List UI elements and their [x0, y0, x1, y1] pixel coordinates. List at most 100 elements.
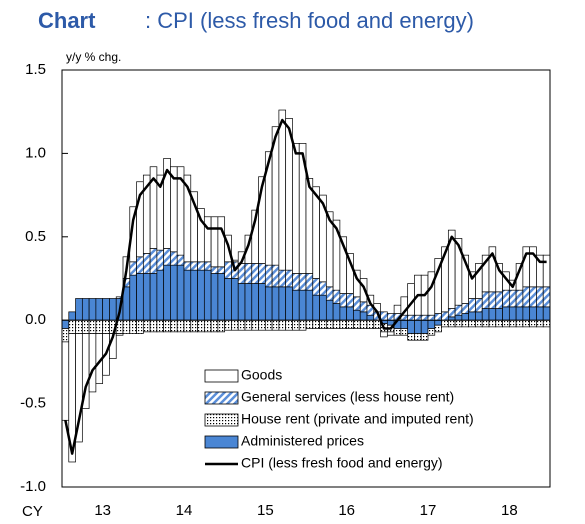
bar-segment [454, 304, 463, 316]
bar-segment [129, 261, 137, 276]
bar-segment [95, 319, 104, 334]
bar-segment [359, 278, 368, 303]
bar-segment [427, 319, 436, 329]
bar-segment [197, 319, 205, 333]
legend-label: Administered prices [241, 433, 364, 449]
y-axis-label: y/y % chg. [66, 50, 121, 64]
bar-segment [129, 274, 137, 321]
bar-segment [542, 319, 551, 328]
y-tick-label: 1.5 [25, 61, 46, 78]
bar-segment [447, 316, 456, 321]
bar-segment [264, 286, 273, 321]
bar-segment [142, 273, 151, 321]
y-tick-label: -1.0 [20, 478, 46, 495]
bar-segment [420, 333, 429, 341]
chart-title: : CPI (less fresh food and energy) [145, 8, 474, 33]
bar-segment [197, 269, 205, 321]
bar-segment [536, 286, 544, 308]
bar-segment [380, 331, 388, 338]
bar-segment [468, 298, 476, 313]
bar-segment [312, 186, 320, 279]
bar-segment [461, 313, 470, 321]
bar-segment [359, 311, 368, 321]
bar-segment [495, 308, 503, 321]
bar-segment [210, 216, 219, 268]
bar-segment [522, 319, 531, 328]
x-tick-label: 14 [176, 502, 193, 519]
bar-segment [298, 273, 307, 291]
bar-segment [441, 311, 449, 321]
bar-segment [68, 311, 76, 321]
bar-segment [400, 319, 409, 329]
bar-segment [109, 298, 117, 321]
x-tick-label: 16 [338, 502, 355, 519]
y-tick-label: 0.5 [25, 228, 46, 245]
bar-segment [271, 264, 280, 288]
bar-segment [502, 319, 510, 328]
plot-frame [61, 69, 551, 488]
bar-segment [346, 319, 354, 329]
bar-segment [475, 298, 483, 313]
bar-segment [149, 319, 158, 333]
bar-segment [468, 311, 476, 321]
x-tick-label: 17 [420, 502, 437, 519]
bar-segment [210, 319, 219, 333]
bar-segment [244, 319, 253, 331]
bar-segment [475, 311, 483, 321]
bar-segment [427, 314, 436, 321]
bar-segment [414, 314, 422, 321]
bar-segment [319, 281, 327, 296]
bar-segment [305, 178, 314, 274]
bar-segment [258, 319, 266, 331]
bar-segment [142, 319, 151, 333]
bar-segment [481, 308, 490, 321]
bar-segment [292, 319, 300, 331]
bar-segment [305, 289, 314, 321]
bar-segment [508, 289, 517, 308]
bar-segment [454, 314, 463, 321]
bar-segment [366, 319, 375, 329]
legend-label: Goods [241, 367, 282, 383]
bar-segment [61, 328, 70, 343]
bar-segment [332, 303, 341, 321]
x-tick-label: 13 [94, 502, 111, 519]
bar-segment [217, 273, 226, 321]
bar-segment [285, 269, 293, 288]
bar-segment [386, 331, 395, 336]
bar-segment [529, 286, 537, 308]
bar-segment [298, 289, 307, 321]
bar-segment [251, 319, 259, 331]
bar-segment [149, 273, 158, 321]
bar-segment [183, 261, 192, 271]
bar-segment [495, 291, 503, 309]
bar-segment [203, 216, 212, 263]
bar-segment [203, 319, 212, 333]
bar-segment [359, 301, 368, 313]
bar-segment [393, 304, 402, 314]
bar-segment [142, 253, 151, 274]
bar-segment [529, 319, 537, 328]
bar-segment [454, 319, 463, 328]
bar-segment [414, 319, 422, 334]
bar-segment [502, 289, 510, 308]
bar-segment [258, 283, 266, 321]
bar-segment [210, 266, 219, 274]
bar-segment [468, 319, 476, 328]
bar-segment [488, 319, 497, 328]
bar-segment [75, 319, 83, 334]
bar-segment [170, 251, 178, 266]
bar-segment [102, 319, 110, 334]
bar-segment [251, 263, 259, 284]
bar-segment [237, 319, 246, 331]
bar-segment [251, 283, 259, 321]
bar-segment [102, 298, 110, 321]
bar-segment [190, 261, 198, 271]
bar-segment [217, 216, 226, 268]
bar-segment [231, 278, 239, 321]
bar-segment [190, 269, 198, 321]
bar-segment [278, 109, 287, 271]
bar-segment [447, 319, 456, 328]
bar-segment [481, 291, 490, 309]
bar-segment [115, 333, 124, 336]
